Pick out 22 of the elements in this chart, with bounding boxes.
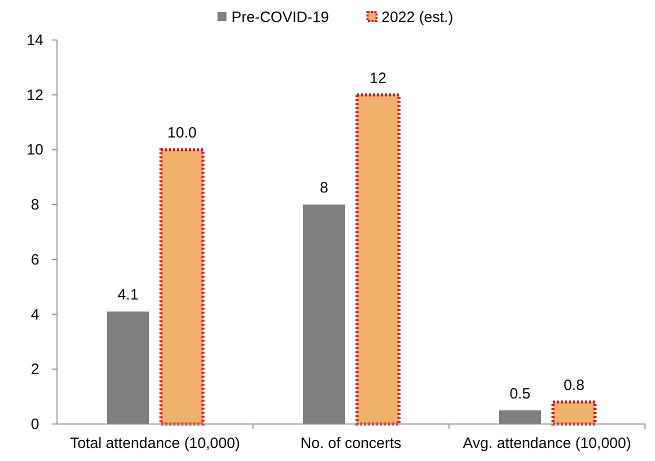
y-tick-label: 2 [30, 361, 40, 378]
y-tick-label: 8 [30, 196, 40, 214]
legend-label: Pre-COVID-19 [232, 9, 330, 26]
bar [356, 93, 400, 426]
y-tick-label: 4 [30, 306, 40, 324]
data-label: 12 [370, 70, 386, 87]
y-tick-label: 12 [26, 86, 44, 104]
y-tick-label: 6 [30, 251, 40, 268]
data-label: 8 [320, 180, 328, 197]
x-tick-label: No. of concerts [300, 435, 402, 452]
data-label: 0.8 [564, 377, 584, 394]
legend-label: 2022 (est.) [382, 9, 454, 26]
x-tick-label: Total attendance (10,000) [70, 435, 240, 452]
bar [552, 400, 596, 426]
y-tick-label: 0 [30, 416, 40, 433]
y-tick-label: 10 [26, 142, 44, 159]
data-label: 10.0 [167, 124, 197, 142]
data-label: 4.1 [118, 286, 138, 304]
data-label: 0.5 [510, 385, 530, 402]
x-tick-label: Avg. attendance (10,000) [462, 435, 632, 452]
y-tick-label: 14 [26, 32, 44, 49]
bar [160, 148, 204, 426]
